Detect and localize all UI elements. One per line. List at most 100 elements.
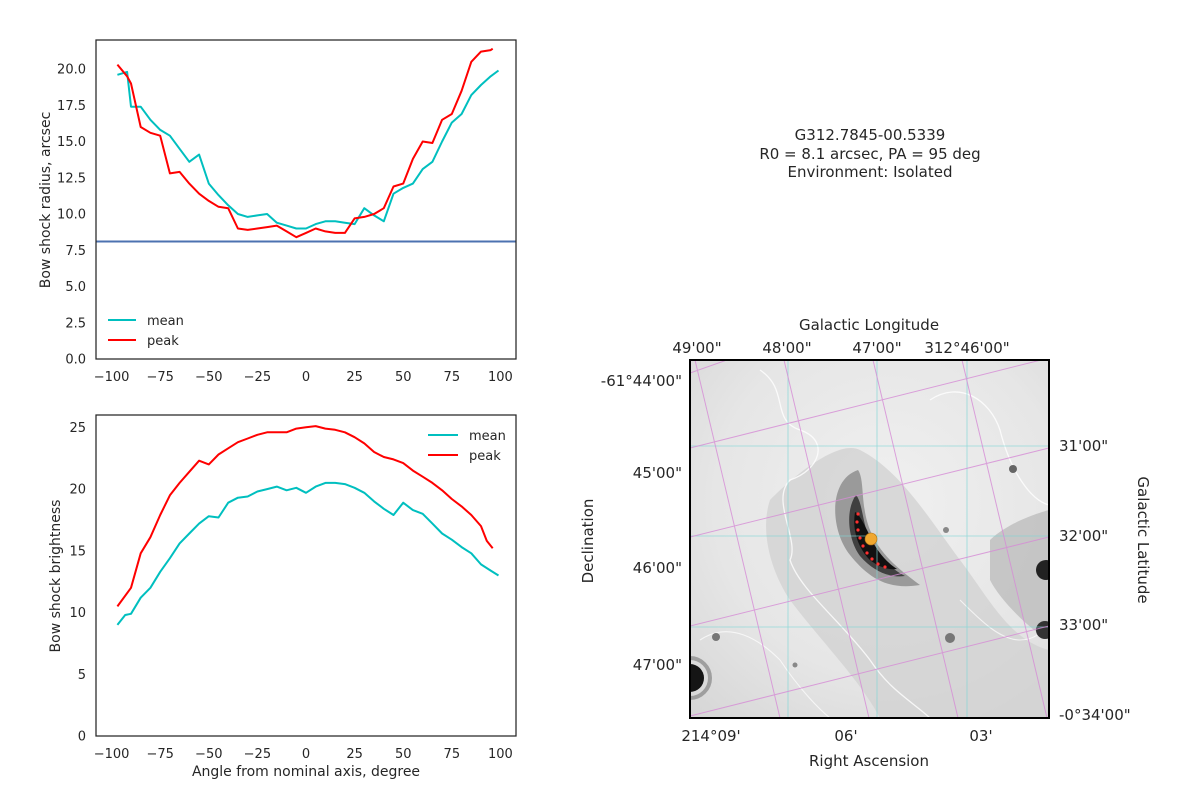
grid-line (690, 360, 1044, 449)
y-tick-label: 25 (69, 421, 86, 436)
trace-point (856, 528, 860, 532)
bottom-tick: 06' (834, 727, 857, 745)
radius-chart: −100 −75 −50 −25 0 25 50 75 100 0.0 2.5 5.0 7.5 10.0 1… (38, 39, 517, 385)
x-tick-label: 0 (302, 747, 310, 762)
point-source (690, 664, 704, 692)
grid-line (690, 360, 729, 374)
point-source (712, 633, 720, 641)
x-tick-label: −75 (146, 747, 173, 762)
top-axis-label: Galactic Longitude (799, 316, 939, 334)
grid-line (872, 360, 959, 718)
point-source (1036, 621, 1049, 639)
top-tick: 48'00" (762, 339, 811, 357)
legend-peak-label: peak (469, 449, 501, 464)
brightness-chart-frame (95, 414, 517, 737)
y-tick-label: 2.5 (65, 316, 86, 331)
trace-point (883, 565, 887, 569)
y-tick-label: 5 (78, 668, 86, 683)
grid-line (694, 360, 781, 718)
sky-map: Galactic Longitude 49'00" 48'00" 47'00" … (579, 316, 1152, 770)
radius-chart-ylabel: Bow shock radius, arcsec (38, 112, 54, 289)
brightness-chart-ylabel: Bow shock brightness (48, 500, 64, 653)
top-tick: 47'00" (852, 339, 901, 357)
point-source-halo (690, 656, 712, 700)
right-tick: -0°34'00" (1059, 706, 1131, 724)
galactic-grid (690, 360, 1049, 718)
x-tick-label: 25 (346, 747, 363, 762)
bow-shock-core (849, 495, 905, 577)
x-tick-label: 50 (395, 747, 412, 762)
point-source (945, 633, 955, 643)
x-tick-label: 25 (346, 370, 363, 385)
x-tick-label: 100 (488, 370, 513, 385)
y-tick-label: 17.5 (57, 99, 86, 114)
y-tick-label: 7.5 (65, 244, 86, 259)
y-tick-label: 10.0 (57, 208, 86, 223)
bow-shock-inner (854, 512, 897, 570)
shock-trace (855, 512, 887, 569)
legend-mean-label: mean (469, 429, 506, 444)
right-tick: 31'00" (1059, 437, 1108, 455)
sky-map-frame (689, 359, 1050, 719)
source-environment: Environment: Isolated (787, 163, 952, 181)
series-line-peak (116, 425, 494, 607)
series-line-mean (117, 69, 500, 230)
equatorial-grid (690, 360, 1049, 718)
left-tick: 46'00" (633, 559, 682, 577)
series-line-peak (116, 47, 494, 239)
grid-line (783, 360, 870, 718)
x-tick-label: −50 (195, 370, 222, 385)
trace-point (865, 551, 869, 555)
sky-contour (929, 391, 1049, 506)
x-tick-label: 75 (444, 747, 461, 762)
y-tick-label: 20 (69, 483, 86, 498)
x-tick-label: −100 (94, 747, 130, 762)
y-tick-label: 20.0 (57, 63, 86, 78)
point-source (943, 527, 949, 533)
radius-chart-legend: mean peak (108, 314, 184, 349)
trace-point (855, 520, 859, 524)
y-tick-label: 5.0 (65, 280, 86, 295)
grid-line (690, 625, 1049, 717)
grid-line (961, 360, 1048, 718)
right-axis-label: Galactic Latitude (1134, 476, 1152, 603)
source-params: R0 = 8.1 arcsec, PA = 95 deg (759, 145, 980, 163)
sky-image (690, 360, 1049, 718)
brightness-chart-plot: −100 −75 −50 −25 0 25 50 75 100 0 5 10 15 20 25 (69, 421, 512, 762)
y-tick-label: 12.5 (57, 171, 86, 186)
grid-line (690, 536, 1049, 627)
left-axis-label: Declination (579, 499, 597, 584)
x-tick-label: 100 (488, 747, 513, 762)
y-tick-label: 0 (78, 730, 86, 745)
x-tick-label: −75 (146, 370, 173, 385)
y-tick-label: 0.0 (65, 353, 86, 368)
brightness-chart: −100 −75 −50 −25 0 25 50 75 100 0 5 10 15 20 25 Bow sh… (48, 414, 517, 780)
bottom-tick: 214°09' (681, 727, 740, 745)
x-tick-label: −50 (195, 747, 222, 762)
y-tick-label: 10 (69, 606, 86, 621)
trace-point (856, 512, 860, 516)
x-tick-label: 75 (444, 370, 461, 385)
source-title: G312.7845-00.5339 R0 = 8.1 arcsec, PA = … (759, 126, 980, 181)
legend-mean-label: mean (147, 314, 184, 329)
left-tick: -61°44'00" (601, 372, 682, 390)
trace-point (858, 536, 862, 540)
left-tick: 45'00" (633, 464, 682, 482)
legend-peak-label: peak (147, 334, 179, 349)
x-tick-label: 50 (395, 370, 412, 385)
radius-chart-frame (95, 39, 517, 360)
trace-point (861, 544, 865, 548)
brightness-chart-legend: mean peak (428, 429, 506, 464)
trace-point (876, 562, 880, 566)
radius-chart-plot: −100 −75 −50 −25 0 25 50 75 100 0.0 2.5 5.0 7.5 10.0 1… (57, 47, 516, 385)
brightness-chart-xlabel: Angle from nominal axis, degree (192, 764, 420, 780)
x-tick-label: 0 (302, 370, 310, 385)
trace-point (870, 557, 874, 561)
series-line-mean (116, 481, 500, 626)
point-source (1036, 560, 1049, 580)
y-tick-label: 15 (69, 544, 86, 559)
x-tick-label: −100 (94, 370, 130, 385)
central-star-marker (864, 532, 878, 546)
bottom-tick: 03' (969, 727, 992, 745)
